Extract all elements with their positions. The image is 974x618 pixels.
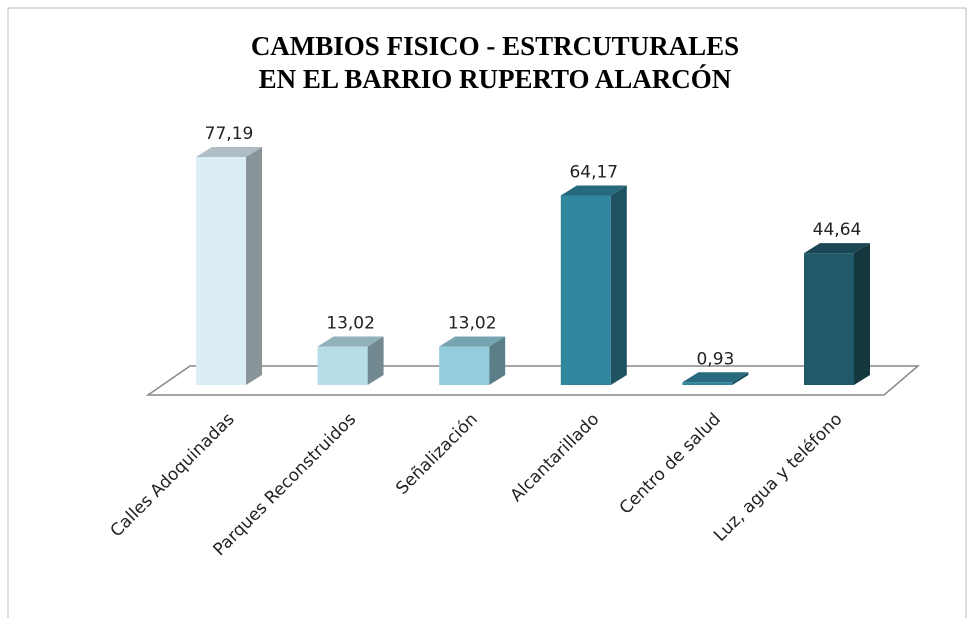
value-label: 44,64: [813, 220, 862, 240]
x-tick-label: Luz, agua y teléfono: [710, 409, 846, 545]
bar-top: [439, 336, 506, 347]
x-tick-label: Centro de salud: [616, 409, 725, 518]
bar-side: [732, 372, 749, 385]
bar-side: [367, 336, 384, 385]
x-tick-label: Calles Adoquinadas: [107, 409, 239, 541]
bar-top: [560, 185, 627, 196]
bar-top: [317, 336, 384, 347]
value-label: 13,02: [326, 314, 375, 334]
floor: [145, 365, 921, 396]
bar: [560, 185, 627, 385]
bar-front: [682, 382, 733, 385]
bar: [682, 372, 749, 385]
bar-top: [196, 147, 262, 157]
bar: [439, 336, 506, 385]
value-label: 13,02: [448, 314, 497, 334]
bar-top: [804, 243, 870, 254]
value-label: 77,19: [205, 124, 254, 144]
chart-title: CAMBIOS FISICO - ESTRCUTURALES EN EL BAR…: [250, 31, 740, 94]
bar-top: [682, 372, 749, 383]
x-tick-label: Parques Reconstruidos: [210, 409, 361, 560]
bar-front: [439, 346, 490, 385]
bar-front: [196, 157, 246, 385]
bar-side: [854, 243, 870, 385]
bar-side: [610, 185, 627, 385]
x-tick-label: Alcantarillado: [507, 409, 604, 506]
bar: [804, 243, 870, 385]
bar-front: [317, 346, 368, 385]
x-tick-label: Señalización: [392, 409, 481, 498]
bar-front: [804, 253, 854, 385]
bar-side: [246, 147, 262, 385]
bar-front: [560, 195, 611, 385]
frame: [7, 7, 967, 618]
value-label: 0,93: [696, 349, 734, 369]
bar-side: [489, 336, 506, 385]
bar: [196, 147, 262, 385]
value-label: 64,17: [569, 162, 618, 182]
bar: [317, 336, 384, 385]
